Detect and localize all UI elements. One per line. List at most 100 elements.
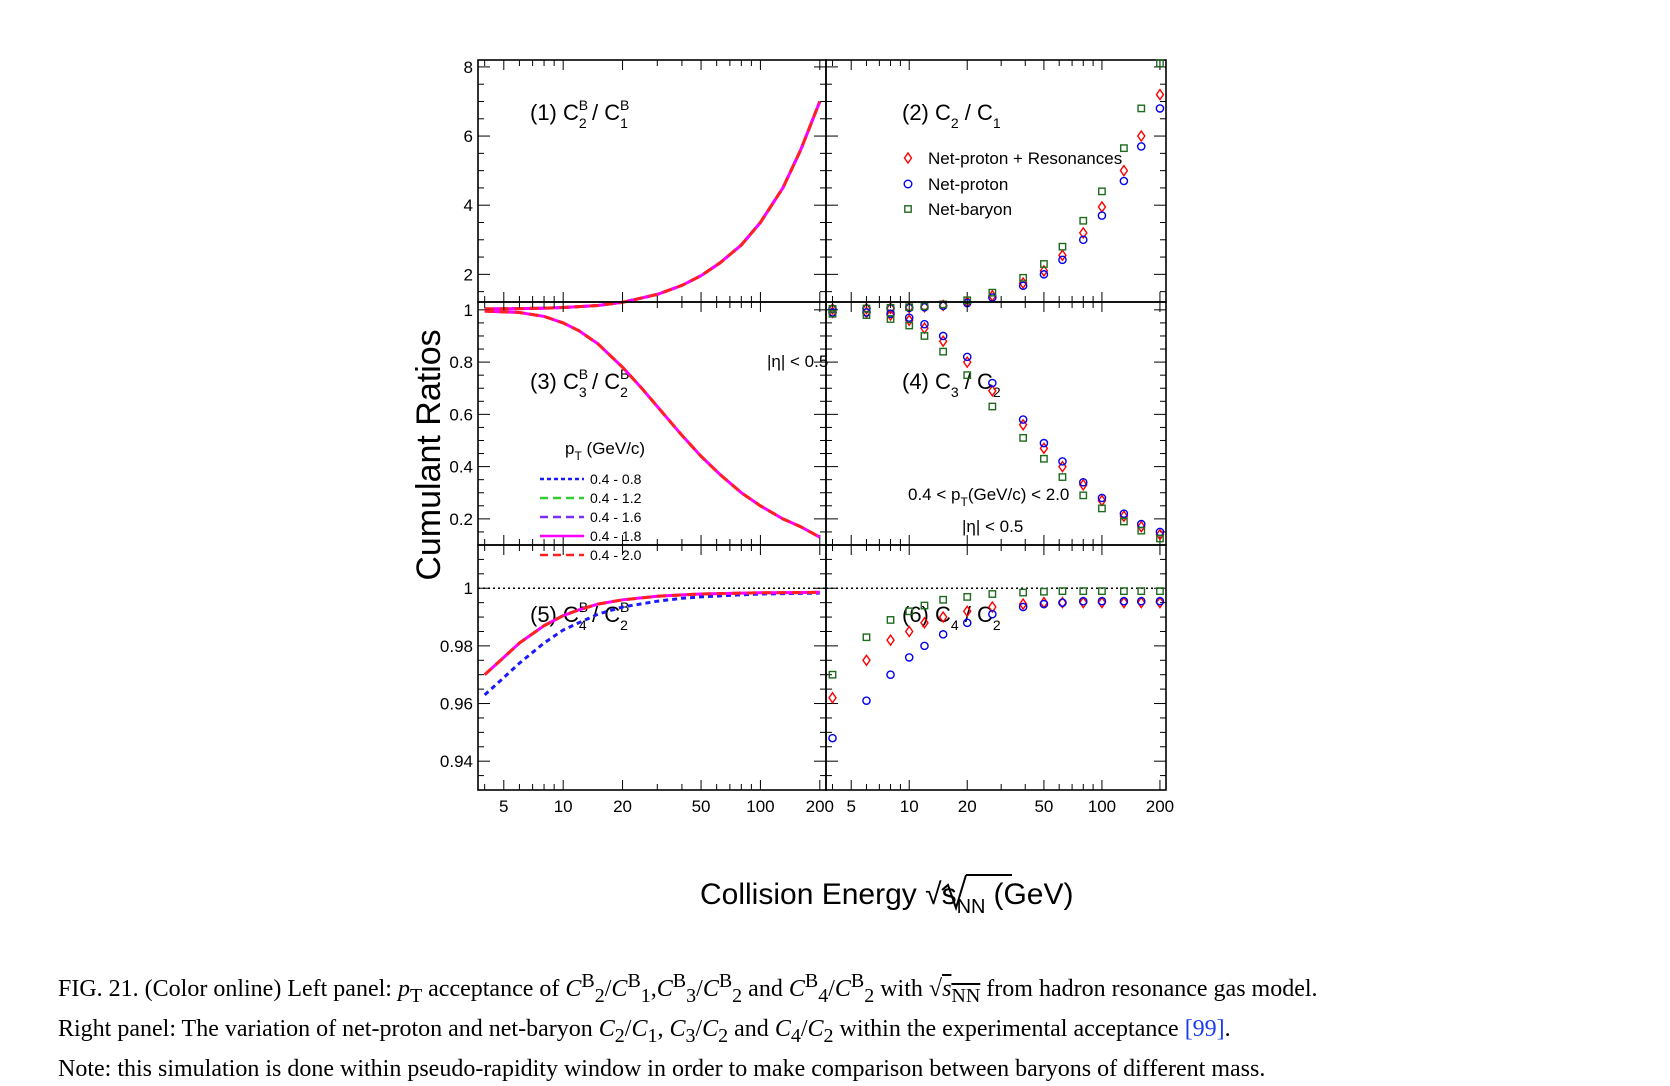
panel2-point-net-proton: [1039, 270, 1049, 279]
panel6-point-net-baryon: [920, 601, 929, 610]
panel6-point-net-baryon: [1137, 587, 1146, 596]
panel6-point-net-proton: [1058, 598, 1067, 607]
panel6-point-net-proton-res: [1097, 596, 1107, 609]
panel2-point-net-proton: [1155, 104, 1165, 113]
legend-pt-0p4-2p0: 0.4 - 2.0: [590, 547, 642, 563]
panel5-title: (5) C4B / C2B: [530, 599, 629, 633]
panel2-point-net-baryon: [1119, 144, 1128, 153]
panel4-point-net-baryon: [1156, 534, 1164, 543]
panel2-title: (2) C2 / C1: [902, 100, 1001, 131]
panel2-point-net-proton: [1119, 176, 1129, 186]
panel6-point-net-baryon: [1058, 587, 1067, 596]
panel4-point-net-baryon: [1058, 473, 1067, 481]
legend-diamond-marker: [903, 151, 913, 165]
panel1-title: (1) C2B / C1B: [530, 97, 629, 131]
panel3-y-tick-label: 0.6: [449, 405, 473, 424]
panel4-point-net-proton: [920, 319, 929, 329]
panel6-point-net-proton: [938, 630, 948, 639]
panel3-series-0p4-1p8: [484, 309, 821, 539]
panel4-point-net-proton-res: [904, 314, 914, 327]
figure-caption: FIG. 21. (Color online) Left panel: pT a…: [58, 965, 1618, 1086]
panel4-point-net-proton: [1018, 415, 1028, 424]
panel3-y-tick-label: 0.8: [449, 353, 473, 372]
x-tick-label: 100: [746, 797, 774, 816]
panel5-y-tick-label: 0.94: [440, 752, 473, 771]
panel2-point-net-baryon: [1079, 216, 1088, 225]
panel2-point-net-proton: [1018, 281, 1028, 291]
panel6-point-net-proton: [920, 641, 929, 651]
panel6-point-net-proton: [1018, 602, 1028, 612]
caption-line-2: Right panel: The variation of net-proton…: [58, 1015, 1231, 1047]
panel2-point-net-proton: [988, 293, 997, 302]
panel6-point-net-proton-res: [1119, 596, 1129, 609]
caption-reference-link[interactable]: [99]: [1184, 1015, 1225, 1042]
panel4-point-net-baryon: [1098, 504, 1106, 513]
panel4-point-net-baryon: [920, 332, 929, 340]
panel4-point-net-baryon: [1019, 433, 1028, 442]
panel4-pt-annotation: 0.4 < pT(GeV/c) < 2.0: [908, 485, 1069, 509]
panel4-point-net-baryon: [828, 309, 837, 318]
panel4-point-net-proton: [886, 309, 895, 319]
panel3-series-0p4-2p0: [484, 309, 821, 539]
panel2-point-net-proton-res: [828, 302, 837, 316]
panel2-point-net-baryon: [988, 288, 997, 297]
x-tick-label: 100: [1088, 797, 1116, 816]
panel4-point-net-baryon: [1079, 491, 1088, 500]
panel4-point-net-proton-res: [1078, 478, 1088, 492]
panel4-point-net-proton-res: [1155, 528, 1165, 541]
x-tick-label: 20: [613, 797, 632, 816]
panel6-point-net-proton-res: [904, 625, 914, 638]
panel3-legend: 0.4 - 0.8 0.4 - 1.2 0.4 - 1.6 0.4 - 1.8 …: [590, 471, 642, 563]
x-tick-label: 50: [692, 797, 711, 816]
x-axis-title-sub: NN: [957, 896, 986, 918]
panel2-point-net-proton-res: [862, 302, 871, 315]
panel2-point-net-baryon: [1058, 242, 1067, 251]
panel2-point-net-baryon: [920, 302, 929, 311]
legend-net-baryon: Net-baryon: [928, 200, 1012, 219]
panel3-legend-header: pT (GeV/c): [565, 439, 645, 463]
caption-line-3: Note: this simulation is done within pse…: [58, 1055, 1266, 1082]
legend-pt-0p4-0p8: 0.4 - 0.8: [590, 471, 642, 487]
x-axis-title: Collision Energy √sNN (GeV): [700, 878, 1073, 918]
panel6-point-net-proton-res: [1058, 596, 1067, 609]
panel6-point-net-proton: [1136, 596, 1146, 606]
x-tick-label: 200: [806, 797, 834, 816]
panel4-point-net-proton: [904, 313, 914, 322]
panel1-y-tick-label: 8: [464, 58, 473, 77]
x-tick-label: 20: [958, 797, 977, 816]
x-tick-label: 5: [846, 797, 855, 816]
panel2-point-net-proton-res: [1058, 249, 1067, 262]
panel2-point-net-proton: [1058, 255, 1067, 265]
panel6-point-net-proton-res: [862, 654, 871, 667]
panel1-series-0p4-1p8: [484, 100, 822, 311]
panel2-point-net-proton: [1078, 235, 1088, 245]
panel2-point-net-baryon: [1098, 187, 1106, 196]
panel4-point-net-baryon: [939, 347, 948, 356]
panel6-point-net-baryon: [1079, 587, 1088, 596]
panel6-point-net-proton-res: [962, 605, 972, 618]
panel2-point-net-proton-res: [1039, 264, 1049, 278]
panel6-plot: 5 10 20 50 100 200: [825, 544, 1174, 816]
legend-pt-0p4-1p6: 0.4 - 1.6: [590, 509, 642, 525]
panel6-frame: [825, 544, 1167, 791]
panel6-point-net-baryon: [963, 592, 972, 601]
panel2-point-net-baryon: [1156, 59, 1164, 68]
panel3-eta-annotation: |η| < 0.5: [767, 352, 828, 371]
panel4-point-net-baryon: [862, 311, 871, 319]
panel4-point-net-baryon: [886, 315, 895, 323]
panel2-legend-markers: [903, 151, 913, 213]
panel6-point-net-proton-res: [1018, 597, 1028, 611]
panel2-point-net-proton-res: [1136, 129, 1146, 143]
legend-net-proton: Net-proton: [928, 175, 1008, 194]
caption-line-1: FIG. 21. (Color online) Left panel: pT a…: [58, 970, 1318, 1007]
panel4-point-net-proton: [1097, 493, 1107, 503]
panel1-plot: 2 4 6 8: [464, 58, 827, 311]
panel3-frame: [477, 301, 827, 546]
panel6-point-net-proton-res: [1136, 596, 1146, 609]
panel2-point-net-proton-res: [886, 302, 895, 315]
x-tick-label: 5: [499, 797, 508, 816]
panel6-point-net-proton-res: [886, 633, 895, 647]
panel5-y-tick-label: 1: [464, 579, 473, 598]
panel4-point-net-proton: [1078, 477, 1088, 487]
